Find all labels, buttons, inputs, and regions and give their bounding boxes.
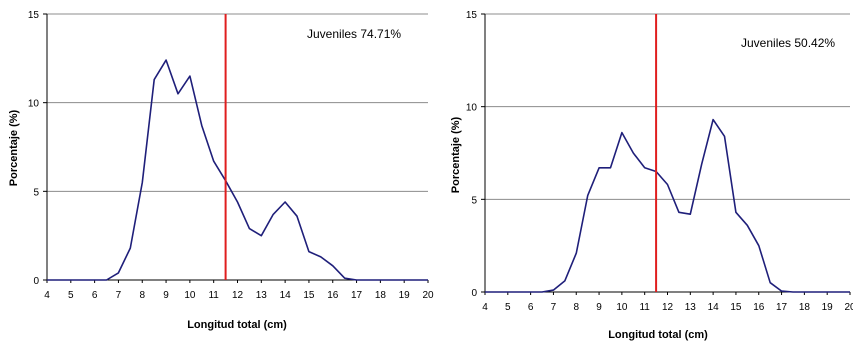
x-tick-label: 19 <box>822 302 834 313</box>
x-tick-label: 13 <box>256 290 268 301</box>
series-line <box>47 59 428 281</box>
chart-2: 0 5 10 15 4 5 6 7 8 9 10 11 12 13 14 15 16 17 18 19 20 Juveni… <box>450 10 853 341</box>
x-tick-label: 11 <box>639 302 650 313</box>
x-axis-title: Longitud total (cm) <box>187 319 287 331</box>
x-tick-label: 7 <box>551 302 557 313</box>
y-tick-label: 10 <box>28 99 40 110</box>
x-tick-label: 20 <box>844 302 853 313</box>
x-tick-label: 11 <box>208 290 219 301</box>
x-tick-label: 4 <box>44 290 50 301</box>
x-tick-label: 12 <box>662 302 674 313</box>
x-tick-label: 12 <box>232 290 244 301</box>
y-tick-label: 15 <box>28 10 40 21</box>
x-tick-label: 20 <box>422 290 434 301</box>
y-axis-title: Porcentaje (%) <box>8 109 20 186</box>
x-tick-label: 14 <box>708 302 720 313</box>
x-tick-label: 15 <box>303 290 315 301</box>
x-tick-label: 15 <box>730 302 742 313</box>
x-tick-label: 10 <box>616 302 628 313</box>
x-tick-label: 14 <box>280 290 292 301</box>
y-tick-label: 10 <box>466 103 478 114</box>
x-tick-label: 9 <box>163 290 169 301</box>
x-tick-label: 17 <box>776 302 788 313</box>
series-line <box>485 118 850 293</box>
y-tick-label: 5 <box>33 187 39 198</box>
x-tick-label: 8 <box>573 302 579 313</box>
x-tick-label: 5 <box>505 302 511 313</box>
y-tick-label: 0 <box>471 288 477 299</box>
x-tick-label: 18 <box>375 290 387 301</box>
x-tick-label: 6 <box>92 290 98 301</box>
x-tick-label: 18 <box>799 302 811 313</box>
x-tick-label: 8 <box>139 290 145 301</box>
x-tick-label: 13 <box>685 302 697 313</box>
x-tick-label: 6 <box>528 302 534 313</box>
x-tick-label: 16 <box>753 302 765 313</box>
y-axis-title: Porcentaje (%) <box>450 116 462 193</box>
y-tick-label: 0 <box>33 276 39 287</box>
annotation-juveniles: Juveniles 50.42% <box>741 36 835 50</box>
x-tick-label: 9 <box>596 302 602 313</box>
y-tick-label: 15 <box>466 10 478 21</box>
x-tick-label: 10 <box>184 290 196 301</box>
x-axis-title: Longitud total (cm) <box>608 329 708 341</box>
x-tick-label: 5 <box>68 290 74 301</box>
x-tick-label: 17 <box>351 290 363 301</box>
chart-1: 0 5 10 15 4 5 6 7 8 9 10 11 12 13 14 15 16 17 18 19 20 Juveni… <box>8 10 434 331</box>
y-tick-label: 5 <box>471 195 477 206</box>
x-tick-label: 4 <box>482 302 488 313</box>
x-tick-label: 7 <box>116 290 122 301</box>
x-tick-label: 19 <box>399 290 411 301</box>
annotation-juveniles: Juveniles 74.71% <box>307 27 401 41</box>
x-tick-label: 16 <box>327 290 339 301</box>
